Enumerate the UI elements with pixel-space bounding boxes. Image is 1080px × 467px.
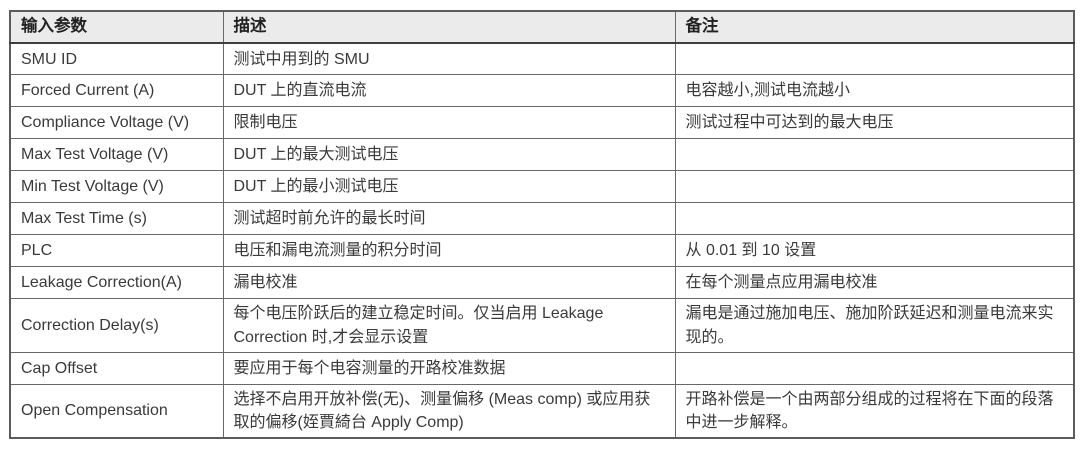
- cell-param: SMU ID: [9, 42, 224, 76]
- header-row: 输入参数 描述 备注: [9, 10, 1075, 44]
- table-row: PLC 电压和漏电流测量的积分时间 从 0.01 到 10 设置: [9, 234, 1075, 268]
- cell-param: Max Test Time (s): [9, 202, 224, 236]
- cell-desc: 要应用于每个电容测量的开路校准数据: [222, 351, 676, 385]
- cell-note: 电容越小,测试电流越小: [674, 74, 1075, 108]
- cell-desc: DUT 上的最小测试电压: [222, 170, 676, 204]
- table-header: 输入参数 描述 备注: [9, 10, 1075, 44]
- cell-desc: 选择不启用开放补偿(无)、测量偏移 (Meas comp) 或应用获取的偏移(姪…: [222, 383, 676, 439]
- table-row: Min Test Voltage (V) DUT 上的最小测试电压: [9, 170, 1075, 204]
- header-cell-desc: 描述: [222, 10, 676, 44]
- cell-note: 从 0.01 到 10 设置: [674, 234, 1075, 268]
- cell-desc: DUT 上的最大测试电压: [222, 138, 676, 172]
- cell-note: [674, 138, 1075, 172]
- cell-desc: 漏电校准: [222, 266, 676, 300]
- table-row: Open Compensation 选择不启用开放补偿(无)、测量偏移 (Mea…: [9, 383, 1075, 439]
- header-cell-note: 备注: [674, 10, 1075, 44]
- cell-note: [674, 42, 1075, 76]
- cell-param: Open Compensation: [9, 383, 224, 439]
- cell-desc: 电压和漏电流测量的积分时间: [222, 234, 676, 268]
- cell-desc: 测试中用到的 SMU: [222, 42, 676, 76]
- cell-param: Cap Offset: [9, 351, 224, 385]
- cell-note: [674, 351, 1075, 385]
- cell-desc: 测试超时前允许的最长时间: [222, 202, 676, 236]
- cell-param: Compliance Voltage (V): [9, 106, 224, 140]
- table-row: Forced Current (A) DUT 上的直流电流 电容越小,测试电流越…: [9, 74, 1075, 108]
- table-row: Max Test Time (s) 测试超时前允许的最长时间: [9, 202, 1075, 236]
- cell-note: 开路补偿是一个由两部分组成的过程将在下面的段落中进一步解释。: [674, 383, 1075, 439]
- cell-desc: 每个电压阶跃后的建立稳定时间。仅当启用 Leakage Correction 时…: [222, 298, 676, 353]
- table-row: Max Test Voltage (V) DUT 上的最大测试电压: [9, 138, 1075, 172]
- cell-note: 在每个测量点应用漏电校准: [674, 266, 1075, 300]
- cell-param: PLC: [9, 234, 224, 268]
- cell-param: Forced Current (A): [9, 74, 224, 108]
- table-row: Leakage Correction(A) 漏电校准 在每个测量点应用漏电校准: [9, 266, 1075, 300]
- table-row: Compliance Voltage (V) 限制电压 测试过程中可达到的最大电…: [9, 106, 1075, 140]
- cell-desc: DUT 上的直流电流: [222, 74, 676, 108]
- cell-note: [674, 170, 1075, 204]
- cell-desc: 限制电压: [222, 106, 676, 140]
- cell-note: 测试过程中可达到的最大电压: [674, 106, 1075, 140]
- cell-param: Min Test Voltage (V): [9, 170, 224, 204]
- cell-note: 漏电是通过施加电压、施加阶跃延迟和测量电流来实现的。: [674, 298, 1075, 353]
- cell-param: Correction Delay(s): [9, 298, 224, 353]
- table-row: Correction Delay(s) 每个电压阶跃后的建立稳定时间。仅当启用 …: [9, 298, 1075, 353]
- cell-note: [674, 202, 1075, 236]
- input-parameters-table: 输入参数 描述 备注 SMU ID 测试中用到的 SMU Forced Curr…: [9, 10, 1075, 440]
- table-row: SMU ID 测试中用到的 SMU: [9, 42, 1075, 76]
- cell-param: Leakage Correction(A): [9, 266, 224, 300]
- table-body: SMU ID 测试中用到的 SMU Forced Current (A) DUT…: [9, 42, 1075, 439]
- cell-param: Max Test Voltage (V): [9, 138, 224, 172]
- header-cell-param: 输入参数: [9, 10, 224, 44]
- table-row: Cap Offset 要应用于每个电容测量的开路校准数据: [9, 351, 1075, 385]
